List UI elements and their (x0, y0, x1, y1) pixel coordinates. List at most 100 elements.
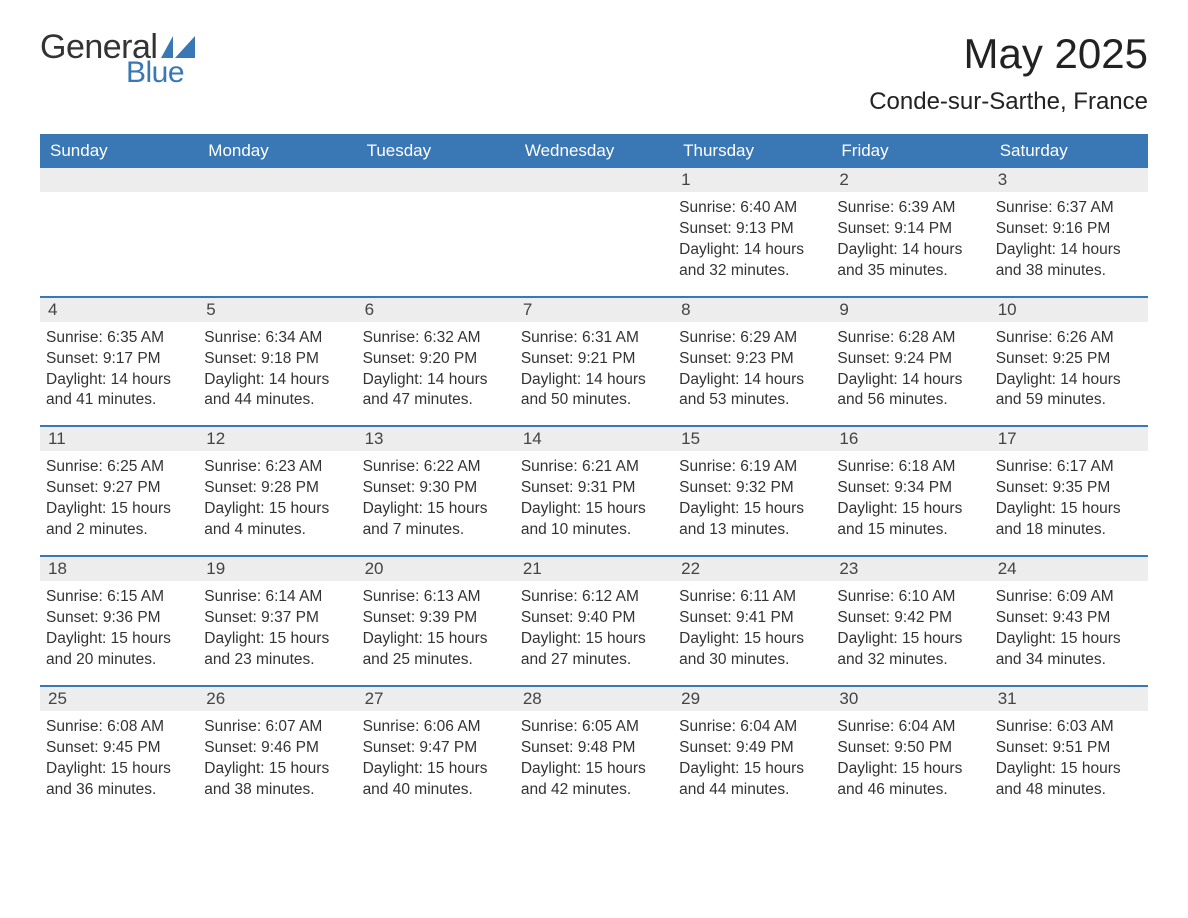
sunrise-text: Sunrise: 6:35 AM (46, 328, 192, 349)
day-cell: 6Sunrise: 6:32 AMSunset: 9:20 PMDaylight… (357, 298, 515, 426)
day-body: Sunrise: 6:21 AMSunset: 9:31 PMDaylight:… (515, 451, 673, 555)
sunrise-text: Sunrise: 6:04 AM (679, 717, 825, 738)
day-number: 18 (40, 557, 198, 581)
sunset-text: Sunset: 9:27 PM (46, 478, 192, 499)
day-number: 22 (673, 557, 831, 581)
day-cell: 13Sunrise: 6:22 AMSunset: 9:30 PMDayligh… (357, 427, 515, 555)
daylight-text: Daylight: 15 hours and 44 minutes. (679, 759, 825, 801)
day-number: 21 (515, 557, 673, 581)
day-number: 29 (673, 687, 831, 711)
sunset-text: Sunset: 9:32 PM (679, 478, 825, 499)
sunset-text: Sunset: 9:39 PM (363, 608, 509, 629)
daylight-text: Daylight: 15 hours and 4 minutes. (204, 499, 350, 541)
day-header-thursday: Thursday (673, 134, 831, 168)
day-body: Sunrise: 6:22 AMSunset: 9:30 PMDaylight:… (357, 451, 515, 555)
sunrise-text: Sunrise: 6:31 AM (521, 328, 667, 349)
day-body: Sunrise: 6:12 AMSunset: 9:40 PMDaylight:… (515, 581, 673, 685)
sunrise-text: Sunrise: 6:19 AM (679, 457, 825, 478)
sunrise-text: Sunrise: 6:23 AM (204, 457, 350, 478)
empty-day-strip (198, 168, 356, 192)
daylight-text: Daylight: 14 hours and 41 minutes. (46, 370, 192, 412)
day-body: Sunrise: 6:40 AMSunset: 9:13 PMDaylight:… (673, 192, 831, 296)
daylight-text: Daylight: 15 hours and 23 minutes. (204, 629, 350, 671)
day-body: Sunrise: 6:15 AMSunset: 9:36 PMDaylight:… (40, 581, 198, 685)
week-row: 18Sunrise: 6:15 AMSunset: 9:36 PMDayligh… (40, 555, 1148, 685)
page-header: General Blue May 2025 Conde-sur-Sarthe, … (40, 30, 1148, 116)
sunrise-text: Sunrise: 6:22 AM (363, 457, 509, 478)
day-number: 1 (673, 168, 831, 192)
day-cell: 24Sunrise: 6:09 AMSunset: 9:43 PMDayligh… (990, 557, 1148, 685)
sunset-text: Sunset: 9:46 PM (204, 738, 350, 759)
sunset-text: Sunset: 9:20 PM (363, 349, 509, 370)
title-month: May 2025 (869, 30, 1148, 78)
sunset-text: Sunset: 9:47 PM (363, 738, 509, 759)
logo: General Blue (40, 30, 195, 88)
day-number: 26 (198, 687, 356, 711)
day-cell: 14Sunrise: 6:21 AMSunset: 9:31 PMDayligh… (515, 427, 673, 555)
daylight-text: Daylight: 15 hours and 20 minutes. (46, 629, 192, 671)
sunset-text: Sunset: 9:21 PM (521, 349, 667, 370)
day-cell: 4Sunrise: 6:35 AMSunset: 9:17 PMDaylight… (40, 298, 198, 426)
empty-day-strip (515, 168, 673, 192)
day-header-monday: Monday (198, 134, 356, 168)
sunset-text: Sunset: 9:51 PM (996, 738, 1142, 759)
sunset-text: Sunset: 9:34 PM (837, 478, 983, 499)
sunrise-text: Sunrise: 6:28 AM (837, 328, 983, 349)
calendar: Sunday Monday Tuesday Wednesday Thursday… (40, 134, 1148, 814)
daylight-text: Daylight: 15 hours and 7 minutes. (363, 499, 509, 541)
day-cell: 28Sunrise: 6:05 AMSunset: 9:48 PMDayligh… (515, 687, 673, 815)
sunrise-text: Sunrise: 6:21 AM (521, 457, 667, 478)
day-body: Sunrise: 6:04 AMSunset: 9:49 PMDaylight:… (673, 711, 831, 815)
day-body: Sunrise: 6:11 AMSunset: 9:41 PMDaylight:… (673, 581, 831, 685)
sunrise-text: Sunrise: 6:13 AM (363, 587, 509, 608)
sunset-text: Sunset: 9:50 PM (837, 738, 983, 759)
sunset-text: Sunset: 9:35 PM (996, 478, 1142, 499)
daylight-text: Daylight: 15 hours and 36 minutes. (46, 759, 192, 801)
sunrise-text: Sunrise: 6:05 AM (521, 717, 667, 738)
daylight-text: Daylight: 14 hours and 47 minutes. (363, 370, 509, 412)
day-number: 14 (515, 427, 673, 451)
daylight-text: Daylight: 15 hours and 34 minutes. (996, 629, 1142, 671)
daylight-text: Daylight: 14 hours and 35 minutes. (837, 240, 983, 282)
sunrise-text: Sunrise: 6:34 AM (204, 328, 350, 349)
sunrise-text: Sunrise: 6:37 AM (996, 198, 1142, 219)
daylight-text: Daylight: 15 hours and 25 minutes. (363, 629, 509, 671)
daylight-text: Daylight: 15 hours and 13 minutes. (679, 499, 825, 541)
day-body: Sunrise: 6:06 AMSunset: 9:47 PMDaylight:… (357, 711, 515, 815)
sunrise-text: Sunrise: 6:39 AM (837, 198, 983, 219)
sunrise-text: Sunrise: 6:04 AM (837, 717, 983, 738)
day-cell: 1Sunrise: 6:40 AMSunset: 9:13 PMDaylight… (673, 168, 831, 296)
sunset-text: Sunset: 9:41 PM (679, 608, 825, 629)
day-number: 3 (990, 168, 1148, 192)
empty-day-cell (198, 168, 356, 296)
sunrise-text: Sunrise: 6:15 AM (46, 587, 192, 608)
sunrise-text: Sunrise: 6:26 AM (996, 328, 1142, 349)
sunset-text: Sunset: 9:37 PM (204, 608, 350, 629)
day-number: 13 (357, 427, 515, 451)
sunset-text: Sunset: 9:25 PM (996, 349, 1142, 370)
week-row: 25Sunrise: 6:08 AMSunset: 9:45 PMDayligh… (40, 685, 1148, 815)
day-body: Sunrise: 6:34 AMSunset: 9:18 PMDaylight:… (198, 322, 356, 426)
day-number: 2 (831, 168, 989, 192)
day-cell: 15 Sunrise: 6:19 AMSunset: 9:32 PMDayligh… (673, 427, 831, 555)
day-header-saturday: Saturday (990, 134, 1148, 168)
day-number: 30 (831, 687, 989, 711)
day-body: Sunrise: 6:39 AMSunset: 9:14 PMDaylight:… (831, 192, 989, 296)
day-cell: 21Sunrise: 6:12 AMSunset: 9:40 PMDayligh… (515, 557, 673, 685)
day-number: 15 (673, 427, 831, 451)
day-cell: 8Sunrise: 6:29 AMSunset: 9:23 PMDaylight… (673, 298, 831, 426)
sunset-text: Sunset: 9:43 PM (996, 608, 1142, 629)
day-cell: 17Sunrise: 6:17 AMSunset: 9:35 PMDayligh… (990, 427, 1148, 555)
day-body: Sunrise: 6:13 AMSunset: 9:39 PMDaylight:… (357, 581, 515, 685)
day-header-sunday: Sunday (40, 134, 198, 168)
day-cell: 12Sunrise: 6:23 AMSunset: 9:28 PMDayligh… (198, 427, 356, 555)
day-cell: 16Sunrise: 6:18 AMSunset: 9:34 PMDayligh… (831, 427, 989, 555)
day-header-tuesday: Tuesday (357, 134, 515, 168)
day-number: 23 (831, 557, 989, 581)
day-cell: 23Sunrise: 6:10 AMSunset: 9:42 PMDayligh… (831, 557, 989, 685)
daylight-text: Daylight: 14 hours and 44 minutes. (204, 370, 350, 412)
day-body: Sunrise: 6:23 AMSunset: 9:28 PMDaylight:… (198, 451, 356, 555)
empty-day-cell (515, 168, 673, 296)
sunset-text: Sunset: 9:31 PM (521, 478, 667, 499)
sunrise-text: Sunrise: 6:17 AM (996, 457, 1142, 478)
